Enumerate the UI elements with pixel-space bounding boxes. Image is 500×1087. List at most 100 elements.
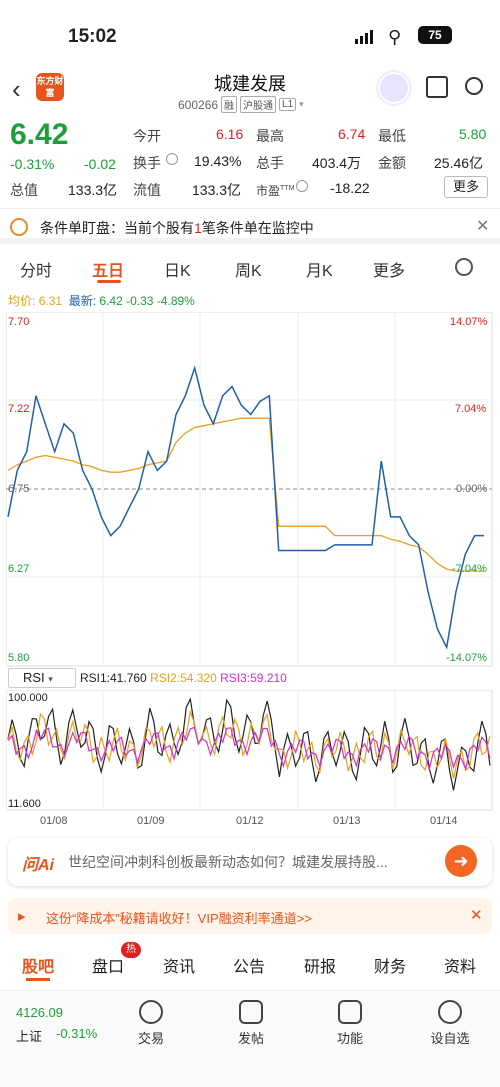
rsi3-line (7, 726, 491, 772)
promo-text[interactable]: 这份“降成本”秘籍请收好！VIP融资利率通道>> (46, 911, 312, 926)
rsi2-line (7, 709, 491, 779)
tab-intraday[interactable]: 分时 (20, 263, 53, 280)
banner-text: 条件单盯盘：当前个股有1笔条件单在监控中 (40, 220, 314, 236)
btab-finance[interactable]: 财务 (374, 959, 407, 976)
battery-icon: 75 (418, 26, 452, 44)
tag-connect: 沪股通 (240, 96, 277, 113)
clock-icon (10, 218, 28, 236)
low-value: 5.80 (459, 126, 487, 142)
btab-orderbook[interactable]: 盘口 (92, 959, 125, 976)
signal-icon (355, 30, 373, 44)
rsi-bottom: 11.600 (8, 798, 41, 810)
tab-underline (97, 280, 121, 283)
condition-banner[interactable] (0, 208, 500, 244)
mcap-value: 133.3亿 (68, 182, 118, 198)
price-line (7, 365, 484, 650)
more-dots-icon (438, 1000, 462, 1024)
tag-level: L1 (279, 98, 297, 111)
app-logo: 东方财富 (36, 73, 64, 101)
tab-daily[interactable]: 日K (164, 263, 191, 280)
btab-underline (26, 978, 50, 981)
rsi-chart[interactable] (6, 690, 494, 812)
x-label-3: 01/13 (333, 815, 361, 827)
y-tick-right-3: -7.04% (452, 563, 487, 575)
ma-legend: 均价: 6.31 最新: 6.42 -0.33 -4.89% (8, 294, 195, 308)
rsi-top: 100.000 (8, 692, 48, 704)
turnover-label: 换手 (133, 155, 161, 171)
status-time: 15:02 (68, 26, 117, 47)
tab-more[interactable]: 更多 (373, 263, 406, 280)
avg-price-line (7, 417, 484, 572)
low-label: 最低 (378, 128, 406, 144)
nav-trade[interactable]: 交易 (121, 1000, 181, 1047)
tag-margin: 融 (221, 96, 238, 113)
index-change: -0.31% (56, 1026, 98, 1041)
ai-question-text[interactable]: 世纪空间冲刺科创板最新动态如何？城建发展持股... (68, 854, 388, 870)
back-icon[interactable]: ‹ (12, 74, 21, 104)
info-icon[interactable] (166, 153, 178, 165)
promo-close-icon[interactable]: ✕ (470, 907, 483, 924)
btab-news[interactable]: 资讯 (163, 959, 196, 976)
btab-announcements[interactable]: 公告 (233, 959, 266, 976)
dropdown-icon[interactable]: ▾ (299, 99, 304, 109)
current-price: 6.42 (10, 118, 69, 151)
arrow-right-icon[interactable]: ➜ (445, 845, 477, 877)
megaphone-icon: ▸ (18, 908, 26, 925)
y-tick-right-4: -14.07% (446, 652, 487, 664)
btab-forum[interactable]: 股吧 (22, 959, 55, 976)
x-label-4: 01/14 (430, 815, 458, 827)
y-tick-left-4: 5.80 (8, 652, 30, 664)
float-value: 133.3亿 (192, 182, 242, 198)
high-label: 最高 (256, 128, 284, 144)
y-tick-right-0: 14.07% (450, 316, 488, 328)
open-label: 今开 (133, 128, 161, 144)
settings-icon[interactable] (455, 258, 473, 276)
x-label-0: 01/08 (40, 815, 68, 827)
y-tick-left-0: 7.70 (8, 316, 30, 328)
ai-question-bar[interactable] (8, 838, 492, 886)
promo-banner[interactable] (8, 898, 492, 934)
share-icon[interactable] (426, 76, 448, 98)
grid-icon (338, 1000, 362, 1024)
nav-watchlist[interactable]: 设自选 (420, 1000, 480, 1047)
index-name[interactable]: 上证 (16, 1029, 43, 1044)
tab-five-day[interactable]: 五日 (92, 263, 125, 280)
y-tick-right-2: 0.00% (456, 483, 488, 495)
amount-label: 金额 (378, 155, 406, 171)
float-label: 流值 (133, 182, 161, 198)
change-pct: -0.31% (10, 156, 55, 172)
open-value: 6.16 (216, 126, 244, 142)
close-icon[interactable]: ✕ (476, 218, 490, 235)
nav-functions[interactable]: 功能 (320, 1000, 380, 1047)
btab-profile[interactable]: 资料 (444, 959, 477, 976)
tab-monthly[interactable]: 月K (306, 263, 333, 280)
high-value: 6.74 (338, 126, 366, 142)
change-value: -0.02 (84, 156, 116, 172)
stock-code-row: 600266 融 沪股通 L1 ▾ (178, 96, 304, 113)
btab-research[interactable]: 研报 (304, 959, 337, 976)
stock-name: 城建发展 (214, 74, 286, 94)
pe-value: -18.22 (330, 180, 370, 196)
volume-value: 403.4万 (312, 155, 362, 171)
trade-icon (139, 1000, 163, 1024)
wifi-icon: ⚲ (388, 27, 402, 47)
x-label-1: 01/09 (137, 815, 165, 827)
nav-post[interactable]: 发帖 (221, 1000, 281, 1047)
bottom-nav (0, 990, 500, 1087)
x-label-2: 01/12 (236, 815, 264, 827)
stock-code: 600266 (178, 97, 219, 112)
price-chart[interactable] (6, 312, 494, 667)
index-value[interactable]: 4126.09 (16, 1005, 63, 1020)
edit-icon (239, 1000, 263, 1024)
turnover-value: 19.43% (194, 153, 242, 169)
search-icon[interactable] (465, 77, 483, 95)
robot-avatar[interactable] (378, 72, 410, 104)
pe-info-icon[interactable] (296, 180, 308, 192)
rsi-selector[interactable]: RSI ▾ (8, 668, 76, 688)
tab-weekly[interactable]: 周K (235, 263, 262, 280)
y-tick-right-1: 7.04% (455, 403, 487, 415)
y-tick-left-1: 7.22 (8, 403, 30, 415)
more-button[interactable]: 更多 (444, 176, 488, 198)
y-tick-left-3: 6.27 (8, 563, 30, 575)
amount-value: 25.46亿 (434, 155, 484, 171)
